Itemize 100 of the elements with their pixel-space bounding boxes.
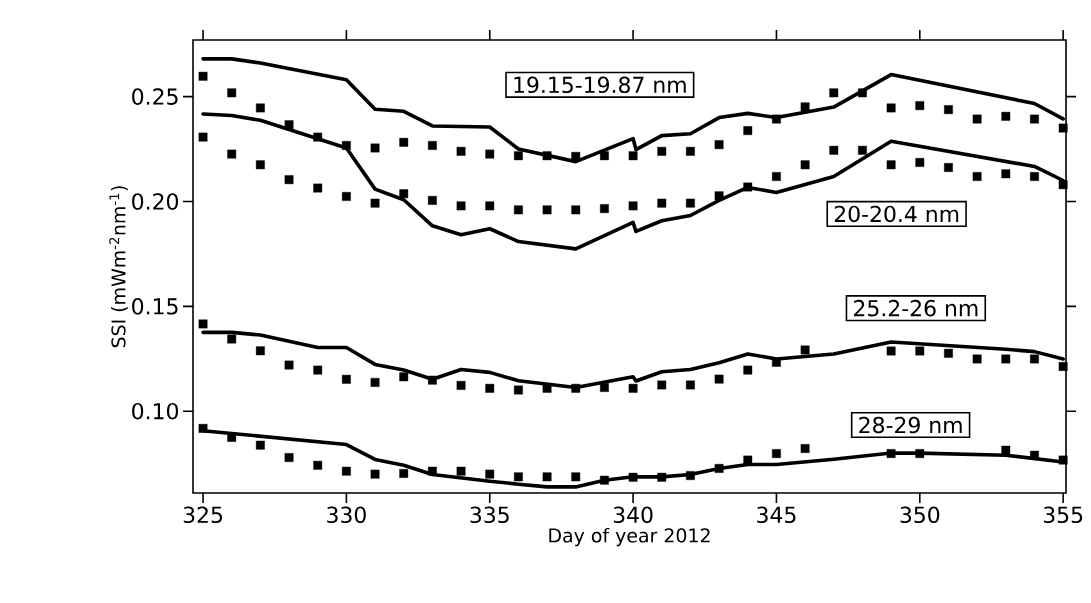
point [829,145,839,155]
point [1001,445,1011,455]
point [284,453,294,462]
point [284,175,294,185]
point [915,449,925,458]
point [514,385,523,395]
point [743,182,753,192]
point [485,469,495,479]
point [542,205,552,215]
point [485,201,495,211]
point [800,444,810,453]
x-tick-label: 355 [1043,506,1083,524]
point [198,132,208,142]
point [399,137,409,147]
point [772,114,781,124]
point [255,103,265,113]
point [915,158,925,167]
point [255,346,265,356]
point [341,374,351,384]
point [657,198,667,208]
y-tick-label: 0.15 [132,298,178,315]
point [284,360,294,370]
x-tick-label: 350 [900,506,940,524]
point [800,160,810,170]
point [600,204,609,213]
point [686,380,695,390]
y-tick-label: 0.20 [132,193,179,210]
x-tick-label: 340 [613,506,653,524]
annotation: 28-29 nm [859,416,962,434]
point [370,378,380,387]
point [428,141,437,150]
point [772,449,781,458]
point [772,357,781,367]
point [485,149,495,159]
point [858,145,867,155]
point [686,471,695,480]
point [1030,114,1039,124]
point [227,149,237,159]
point [886,160,896,170]
point [341,192,351,201]
point [600,151,609,161]
point [571,205,581,215]
point [972,172,982,181]
point [915,346,925,356]
point [227,334,237,344]
point [227,433,237,442]
point [1058,455,1068,465]
point [600,475,609,485]
point [600,383,609,392]
point [657,146,667,156]
point [972,114,982,124]
point [1001,169,1011,179]
point [628,472,638,482]
point [255,440,265,450]
point [571,383,581,393]
point [313,365,323,375]
point [1030,172,1039,181]
point [686,198,695,208]
point [399,469,409,478]
point [514,472,523,482]
point [341,466,351,476]
point [1001,111,1011,121]
point [399,189,409,199]
point [370,469,380,479]
point [456,466,466,476]
point [743,126,753,135]
point [313,132,323,142]
point [858,88,867,98]
point [800,345,810,355]
point [227,88,237,98]
point [255,160,265,170]
annotation: 20-20.4 nm [834,205,959,223]
point [313,183,323,193]
point [284,120,294,130]
y-tick-label: 0.25 [132,88,178,105]
x-tick-label: 335 [470,506,509,524]
point [428,466,437,476]
point [915,101,925,111]
point [399,372,409,382]
point [198,319,208,329]
point [198,71,208,81]
annotation: 25.2-26 nm [854,299,978,317]
point [370,198,380,208]
point [341,141,351,150]
point [485,383,495,393]
point [1058,180,1068,190]
point [456,201,466,211]
point [886,449,896,458]
point [428,375,437,385]
y-axis-title: SSI (mWm$^{-2}$nm$^{-1}$) [109,186,128,348]
point [1058,362,1068,371]
point [1030,450,1039,460]
point [886,346,896,356]
point [514,151,523,161]
point [686,146,695,156]
point [743,365,753,375]
x-axis-title: Day of year 2012 [549,527,710,547]
point [800,102,810,112]
point [657,472,667,482]
point [743,455,753,465]
